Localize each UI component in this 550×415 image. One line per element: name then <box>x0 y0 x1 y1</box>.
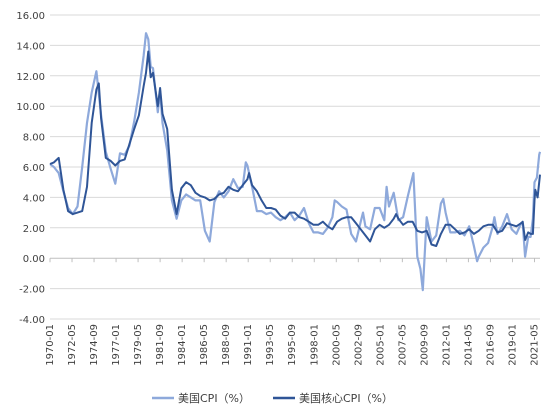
gridlines <box>50 14 540 320</box>
x-tick-label: 2021-05 <box>529 324 540 366</box>
y-tick-label: 8.00 <box>23 133 45 144</box>
x-tick-label: 1979-05 <box>133 324 144 366</box>
x-tick-label: 2002-09 <box>353 324 364 366</box>
legend: 美国CPI（%） 美国核心CPI（%） <box>152 391 393 405</box>
x-tick-label: 2007-05 <box>397 324 408 366</box>
x-tick-label: 2019-01 <box>507 324 518 366</box>
x-tick-label: 1998-01 <box>309 324 320 366</box>
x-tick-label: 1986-05 <box>199 324 210 366</box>
y-tick-label: 16.00 <box>16 11 45 22</box>
x-tick-label: 1991-01 <box>243 324 254 366</box>
x-tick-label: 2009-09 <box>419 324 430 366</box>
x-tick-label: 1981-09 <box>155 324 166 366</box>
legend-label-cpi: 美国CPI（%） <box>178 392 250 405</box>
legend-label-core-cpi: 美国核心CPI（%） <box>299 391 393 405</box>
x-tick-label: 2005-01 <box>375 324 386 366</box>
y-tick-label: -2.00 <box>19 285 45 296</box>
x-tick-label: 1995-09 <box>287 324 298 366</box>
x-axis-ticks: 1970-01 1972-05 1974-09 1977-01 1979-05 1981-… <box>45 258 540 366</box>
y-tick-label: 6.00 <box>23 163 45 174</box>
y-tick-label: 12.00 <box>16 72 45 83</box>
series-line-cpi <box>49 32 542 292</box>
y-tick-label: 10.00 <box>16 102 45 113</box>
y-tick-label: 0.00 <box>23 254 45 265</box>
y-tick-label: 4.00 <box>23 193 45 204</box>
x-tick-label: 1988-09 <box>221 324 232 366</box>
x-tick-label: 1993-05 <box>265 324 276 366</box>
x-tick-label: 1984-01 <box>177 324 188 366</box>
plot-area <box>49 32 542 292</box>
x-tick-label: 1970-01 <box>45 324 56 366</box>
x-tick-label: 1974-09 <box>89 324 100 366</box>
x-tick-label: 2000-05 <box>331 324 342 366</box>
x-tick-label: 1977-01 <box>111 324 122 366</box>
series-line-core-cpi <box>49 50 541 247</box>
x-tick-label: 2016-09 <box>485 324 496 366</box>
y-tick-label: 14.00 <box>16 41 45 52</box>
y-axis: 16.00 14.00 12.00 10.00 8.00 6.00 4.00 2.00 0.00… <box>16 11 45 326</box>
x-tick-label: 1972-05 <box>67 324 78 366</box>
x-tick-label: 2012-01 <box>441 324 452 366</box>
y-tick-label: -4.00 <box>19 315 45 326</box>
y-tick-label: 2.00 <box>23 224 45 235</box>
x-tick-label: 2014-05 <box>463 324 474 366</box>
